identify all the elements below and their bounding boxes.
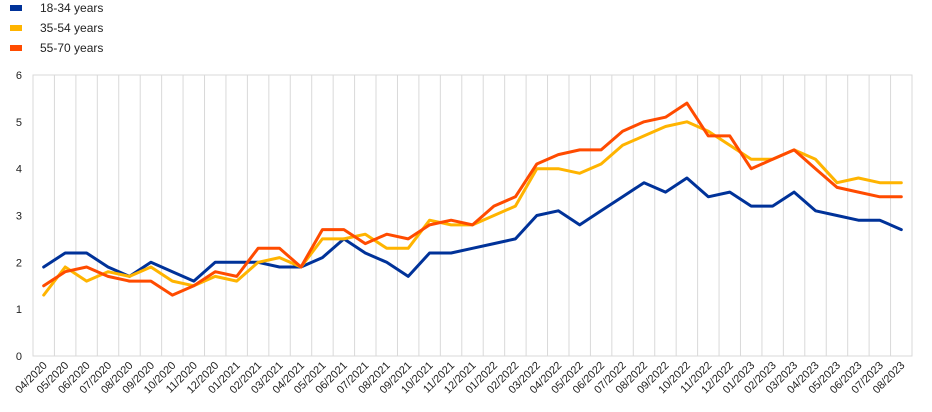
y-tick-label: 4 <box>16 164 22 176</box>
legend-swatch-0 <box>10 5 22 11</box>
legend: 18-34 years 35-54 years 55-70 years <box>10 1 103 55</box>
series-line-1 <box>42 120 903 297</box>
series-lines <box>42 101 903 297</box>
y-tick-label: 1 <box>16 304 22 316</box>
y-tick-label: 3 <box>16 211 22 223</box>
grid <box>32 74 913 357</box>
series-line-0 <box>42 176 903 283</box>
y-tick-label: 0 <box>16 351 22 363</box>
series-line-2 <box>42 101 903 297</box>
plot-border <box>32 74 913 357</box>
legend-swatch-1 <box>10 25 22 31</box>
y-tick-label: 2 <box>16 257 22 269</box>
legend-label-2: 55-70 years <box>40 41 103 55</box>
legend-swatch-2 <box>10 45 22 51</box>
legend-label-0: 18-34 years <box>40 1 103 15</box>
x-axis: 04/202005/202006/202007/202008/202009/20… <box>13 360 907 397</box>
y-axis: 0 1 2 3 4 5 6 <box>16 70 22 363</box>
y-tick-label: 6 <box>16 70 22 82</box>
legend-label-1: 35-54 years <box>40 21 103 35</box>
y-tick-label: 5 <box>16 117 22 129</box>
